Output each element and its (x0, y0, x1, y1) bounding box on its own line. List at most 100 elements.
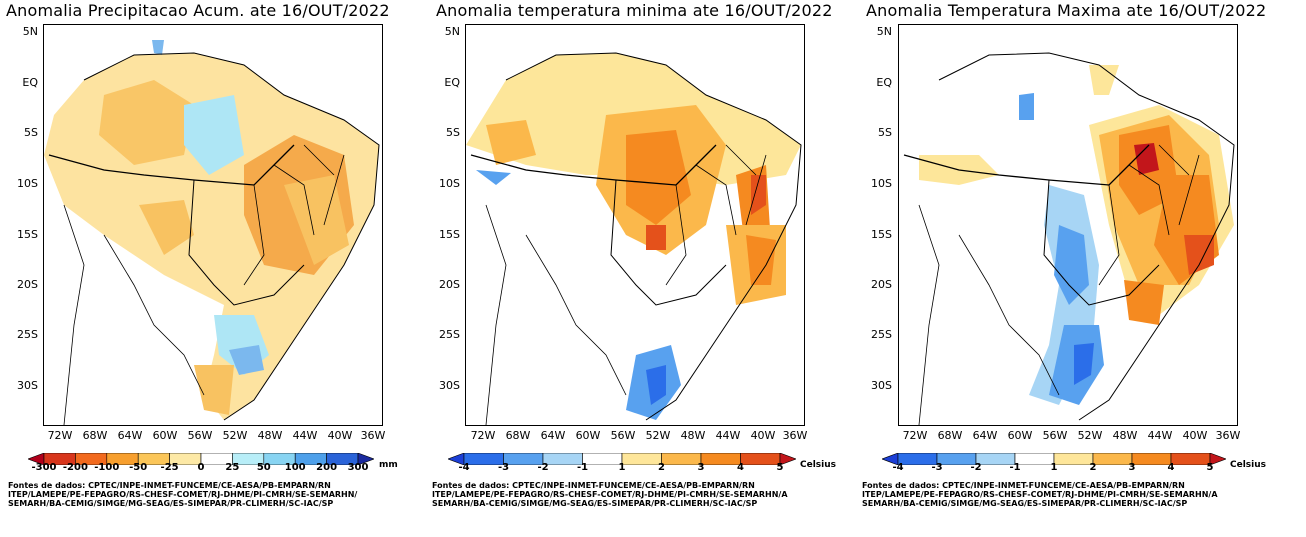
precipitation-map (43, 24, 383, 426)
colorbar-tick-label: 1 (1050, 462, 1058, 473)
lat-tick: 10S (871, 177, 892, 190)
lat-tick: EQ (876, 76, 892, 89)
colorbar-tick-label: -3 (931, 462, 943, 473)
min-temperature-map (465, 24, 805, 426)
colorbar-unit: Celsius (800, 460, 836, 470)
min-temperature-anomaly-panel: Anomalia temperatura minima ate 16/OUT/2… (430, 0, 855, 537)
lon-tick: 40W (1182, 429, 1208, 442)
colorbar-tick-label: -1 (576, 462, 589, 473)
lat-tick: 25S (17, 328, 38, 341)
lat-tick: 25S (871, 328, 892, 341)
lon-tick: 48W (257, 429, 283, 442)
colorbar-tick-label: -50 (129, 462, 148, 473)
lon-tick: 52W (645, 429, 671, 442)
min-temperature-map-canvas (466, 52, 802, 425)
min-temperature-colorbar (447, 450, 797, 466)
precipitation-colorbar (27, 450, 375, 466)
lon-tick: 56W (187, 429, 213, 442)
data-sources: Fontes de dados: CPTEC/INPE-INMET-FUNCEM… (8, 481, 358, 508)
lon-tick: 68W (505, 429, 531, 442)
colorbar-tick-label: -2 (970, 462, 982, 473)
lon-tick: 48W (680, 429, 706, 442)
lon-tick: 36W (782, 429, 808, 442)
lat-tick: 20S (871, 278, 892, 291)
lat-tick: 5N (22, 25, 38, 38)
lat-tick: 30S (17, 379, 38, 392)
colorbar-tick-label: 4 (1167, 462, 1175, 473)
colorbar-tick-label: 1 (618, 462, 626, 473)
lat-tick: 5N (444, 25, 460, 38)
lat-tick: EQ (22, 76, 38, 89)
lon-tick: 48W (1112, 429, 1138, 442)
precipitation-anomaly-panel: Anomalia Precipitacao Acum. ate 16/OUT/2… (0, 0, 425, 537)
lon-tick: 64W (972, 429, 998, 442)
lat-tick: 30S (871, 379, 892, 392)
panel-title: Anomalia Precipitacao Acum. ate 16/OUT/2… (6, 1, 390, 20)
colorbar-tick-label: 200 (316, 462, 338, 473)
lat-tick: 15S (17, 228, 38, 241)
colorbar-tick-label: 300 (347, 462, 369, 473)
lat-tick: 30S (439, 379, 460, 392)
max-temperature-colorbar (881, 450, 1227, 466)
colorbar-tick-label: -200 (62, 462, 88, 473)
lat-tick: 15S (439, 228, 460, 241)
lat-tick: 5N (876, 25, 892, 38)
colorbar-tick-label: -3 (497, 462, 510, 473)
lon-tick: 72W (902, 429, 928, 442)
lat-tick: 5S (878, 126, 892, 139)
lat-tick: 25S (439, 328, 460, 341)
colorbar-tick-label: 2 (1089, 462, 1097, 473)
colorbar-tick-label: 50 (256, 462, 271, 473)
lat-tick: 5S (24, 126, 38, 139)
colorbar-tick-label: 100 (284, 462, 306, 473)
colorbar-tick-label: 0 (197, 462, 205, 473)
colorbar-tick-label: 4 (737, 462, 744, 473)
colorbar-tick-label: 5 (776, 462, 784, 473)
colorbar-tick-label: -4 (892, 462, 904, 473)
lon-tick: 40W (327, 429, 353, 442)
lon-tick: 68W (937, 429, 963, 442)
lon-tick: 60W (1007, 429, 1033, 442)
lat-tick: 10S (439, 177, 460, 190)
lon-tick: 40W (750, 429, 776, 442)
lat-tick: 20S (17, 278, 38, 291)
lon-tick: 44W (1147, 429, 1173, 442)
colorbar-unit: mm (379, 460, 398, 470)
lat-tick: EQ (444, 76, 460, 89)
colorbar-unit: Celsius (1230, 460, 1266, 470)
colorbar-swatch (1209, 452, 1227, 466)
lon-tick: 64W (540, 429, 566, 442)
colorbar-tick-label: 3 (697, 462, 705, 473)
data-sources: Fontes de dados: CPTEC/INPE-INMET-FUNCEM… (432, 481, 788, 508)
lat-tick: 20S (439, 278, 460, 291)
colorbar-tick-label: 5 (1206, 462, 1214, 473)
data-sources: Fontes de dados: CPTEC/INPE-INMET-FUNCEM… (862, 481, 1218, 508)
lon-tick: 68W (82, 429, 108, 442)
max-temperature-map (898, 24, 1238, 426)
colorbar-tick-label: 3 (1128, 462, 1136, 473)
lon-tick: 44W (715, 429, 741, 442)
lon-tick: 72W (47, 429, 73, 442)
colorbar-tick-label: 25 (225, 462, 240, 473)
max-temperature-anomaly-panel: Anomalia Temperatura Maxima ate 16/OUT/2… (860, 0, 1285, 537)
lon-tick: 60W (152, 429, 178, 442)
lon-tick: 36W (360, 429, 386, 442)
lon-tick: 72W (470, 429, 496, 442)
colorbar-graphic (881, 452, 1227, 466)
colorbar-tick-label: 2 (658, 462, 665, 473)
colorbar-tick-label: -100 (94, 462, 120, 473)
lat-tick: 10S (17, 177, 38, 190)
colorbar-tick-label: -300 (31, 462, 57, 473)
colorbar-tick-label: -25 (160, 462, 179, 473)
precipitation-map-canvas (44, 40, 380, 425)
lon-tick: 44W (292, 429, 318, 442)
lat-tick: 5S (446, 126, 460, 139)
lon-tick: 56W (1042, 429, 1068, 442)
max-temperature-map-canvas (903, 52, 1235, 425)
lon-tick: 36W (1215, 429, 1241, 442)
lon-tick: 64W (117, 429, 143, 442)
colorbar-tick-label: -1 (1009, 462, 1021, 473)
lon-tick: 56W (610, 429, 636, 442)
lat-tick: 15S (871, 228, 892, 241)
panel-title: Anomalia Temperatura Maxima ate 16/OUT/2… (866, 1, 1267, 20)
